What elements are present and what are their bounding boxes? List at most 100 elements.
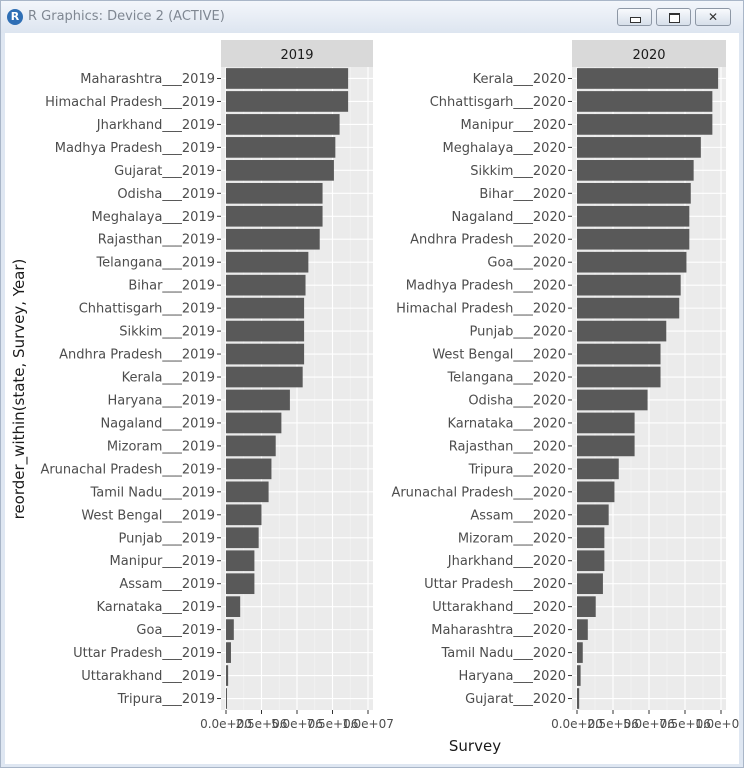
maximize-button[interactable] bbox=[656, 8, 691, 26]
y-tick-label: Odisha___2020 bbox=[468, 393, 566, 408]
bar bbox=[226, 182, 323, 204]
x-tick-label: 7.5e+06 bbox=[659, 717, 711, 731]
facet-strip-label: 2019 bbox=[280, 48, 313, 63]
y-tick-label: Himachal Pradesh___2019 bbox=[45, 95, 215, 110]
y-tick-label: Gujarat___2019 bbox=[114, 164, 215, 179]
y-tick-label: Madhya Pradesh___2020 bbox=[406, 279, 566, 294]
y-tick-label: Tamil Nadu___2020 bbox=[440, 646, 566, 661]
x-tick-label: 1.0e+07 bbox=[695, 717, 739, 731]
bar bbox=[226, 68, 349, 89]
y-tick-label: Tamil Nadu___2019 bbox=[89, 485, 215, 500]
y-tick-label: Jharkhand___2020 bbox=[447, 554, 566, 569]
y-tick-label: Kerala___2019 bbox=[122, 371, 215, 386]
y-tick-label: Arunachal Pradesh___2020 bbox=[391, 485, 566, 500]
x-tick-label: 0.0e+00 bbox=[551, 717, 603, 731]
y-axis-title: reorder_within(state, Survey, Year) bbox=[10, 259, 29, 520]
y-tick-label: Uttar Pradesh___2020 bbox=[424, 577, 566, 592]
y-tick-label: Nagaland___2020 bbox=[451, 210, 566, 225]
y-tick-label: Himachal Pradesh___2020 bbox=[396, 302, 566, 317]
bar bbox=[226, 550, 255, 572]
y-tick-label: Maharashtra___2020 bbox=[431, 623, 566, 638]
y-tick-label: Nagaland___2019 bbox=[100, 416, 215, 431]
bar bbox=[226, 619, 234, 640]
bar bbox=[577, 251, 687, 273]
bar bbox=[577, 160, 694, 181]
y-tick-label: Goa___2020 bbox=[487, 256, 566, 271]
bar bbox=[577, 228, 690, 250]
y-tick-label: Goa___2019 bbox=[136, 623, 215, 638]
bar bbox=[226, 343, 305, 365]
bar bbox=[577, 550, 605, 572]
y-tick-label: West Bengal___2020 bbox=[432, 348, 566, 363]
y-tick-label: Tripura___2020 bbox=[468, 462, 566, 477]
minimize-icon bbox=[618, 9, 651, 25]
facet-strip bbox=[221, 40, 373, 67]
y-tick-label: Mizoram___2020 bbox=[458, 531, 566, 546]
y-tick-label: Haryana___2019 bbox=[107, 393, 215, 408]
bar bbox=[226, 274, 306, 296]
y-tick-label: Meghalaya___2019 bbox=[92, 210, 216, 225]
y-tick-label: Rajasthan___2019 bbox=[98, 233, 215, 248]
x-tick-label: 2.5e+06 bbox=[587, 717, 639, 731]
close-button[interactable]: ✕ bbox=[695, 8, 731, 26]
y-tick-label: Manipur___2019 bbox=[110, 554, 215, 569]
y-tick-label: Uttarakhand___2020 bbox=[432, 600, 566, 615]
x-axis-title: Survey bbox=[449, 737, 501, 755]
bar bbox=[577, 91, 713, 112]
bar bbox=[577, 504, 609, 526]
bar bbox=[226, 527, 259, 549]
y-tick-label: Karnataka___2020 bbox=[448, 416, 567, 431]
bar bbox=[577, 366, 661, 388]
x-tick-label: 2.5e+06 bbox=[236, 717, 288, 731]
bar bbox=[577, 182, 691, 204]
bar bbox=[226, 573, 255, 595]
bar bbox=[577, 68, 719, 89]
y-tick-label: Bihar___2020 bbox=[479, 187, 566, 202]
y-tick-label: Manipur___2020 bbox=[461, 118, 566, 133]
bar bbox=[577, 665, 581, 686]
bar bbox=[226, 504, 262, 526]
y-tick-label: Madhya Pradesh___2019 bbox=[55, 141, 215, 156]
bar bbox=[577, 389, 648, 411]
bar bbox=[226, 228, 320, 250]
bar bbox=[577, 481, 615, 503]
x-tick-label: 7.5e+06 bbox=[307, 717, 359, 731]
bar bbox=[226, 481, 269, 503]
title-bar[interactable]: R R Graphics: Device 2 (ACTIVE) ✕ bbox=[1, 1, 743, 33]
bar bbox=[226, 596, 241, 617]
bar bbox=[577, 642, 583, 663]
bar bbox=[226, 435, 276, 457]
y-tick-label: Telangana___2020 bbox=[446, 371, 566, 386]
bar bbox=[577, 320, 667, 342]
y-tick-label: Chhattisgarh___2019 bbox=[79, 302, 215, 317]
bar bbox=[577, 458, 619, 480]
faceted-bar-chart: 20190.0e+002.5e+065.0e+067.5e+061.0e+07M… bbox=[10, 40, 739, 755]
y-tick-label: Andhra Pradesh___2020 bbox=[410, 233, 566, 248]
y-tick-label: Tripura___2019 bbox=[117, 692, 215, 707]
bar bbox=[226, 688, 227, 709]
x-tick-label: 5.0e+06 bbox=[271, 717, 323, 731]
bar bbox=[577, 619, 588, 640]
minimize-button[interactable] bbox=[617, 8, 652, 26]
y-tick-label: Maharashtra___2019 bbox=[80, 72, 215, 87]
bar bbox=[577, 596, 596, 617]
y-tick-label: Chhattisgarh___2020 bbox=[430, 95, 566, 110]
y-tick-label: Uttar Pradesh___2019 bbox=[73, 646, 215, 661]
x-tick-label: 0.0e+00 bbox=[200, 717, 252, 731]
bar bbox=[577, 137, 701, 158]
bar bbox=[577, 274, 681, 296]
window-title: R Graphics: Device 2 (ACTIVE) bbox=[28, 9, 225, 24]
y-tick-label: Gujarat___2020 bbox=[465, 692, 566, 707]
bar bbox=[577, 343, 661, 365]
r-logo-icon: R bbox=[7, 9, 23, 25]
bar bbox=[577, 297, 680, 319]
y-tick-label: Kerala___2020 bbox=[473, 72, 566, 87]
bar bbox=[577, 205, 690, 227]
plot-canvas: 2019 0.0e+00 2.5e+06 5.0e+06 7.5e+06 1.0e+07 M… bbox=[5, 33, 739, 764]
y-tick-label: West Bengal___2019 bbox=[81, 508, 215, 523]
y-tick-label: Haryana___2020 bbox=[458, 669, 566, 684]
y-tick-label: Karnataka___2019 bbox=[97, 600, 216, 615]
bar bbox=[577, 527, 605, 549]
bar bbox=[226, 251, 309, 273]
